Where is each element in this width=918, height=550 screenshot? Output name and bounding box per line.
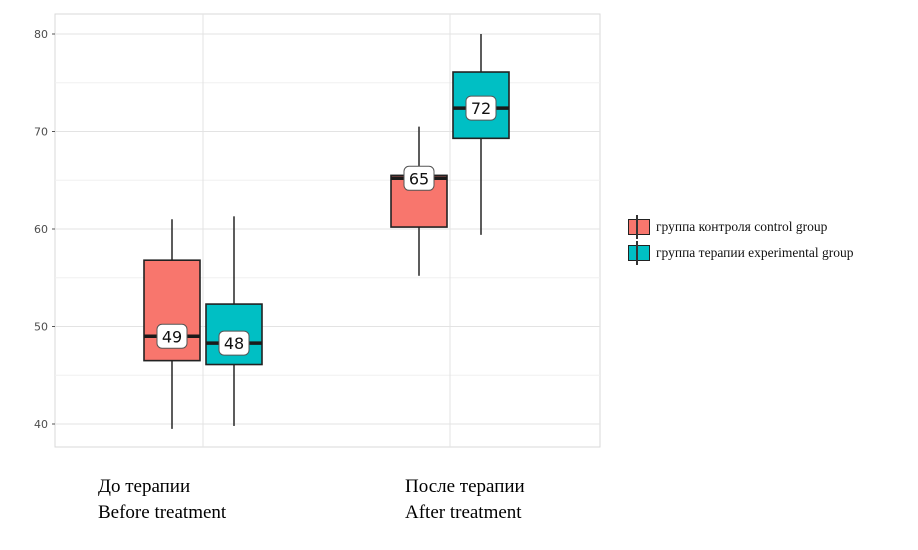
legend-item-experimental: группа терапии experimental group — [628, 240, 854, 266]
box-experimental-before-label-bg — [218, 330, 250, 356]
y-tick-label-60: 60 — [34, 223, 48, 236]
box-control-before-label-bg — [156, 323, 188, 349]
y-tick-label-80: 80 — [34, 28, 48, 41]
x-label-after-ru: После терапии — [405, 476, 525, 497]
x-label-after: После терапии After treatment — [405, 474, 525, 526]
x-label-before-ru: До терапии — [98, 476, 191, 497]
y-tick-label-40: 40 — [34, 418, 48, 431]
legend-key-control — [628, 215, 650, 239]
box-experimental-after-label-bg — [465, 95, 497, 121]
y-axis: 40 50 60 70 80 — [34, 28, 55, 431]
legend-label-experimental: группа терапии experimental group — [656, 245, 854, 260]
box-control-before-median-label: 49 — [162, 327, 182, 346]
legend-label-control: группа контроля control group — [656, 219, 828, 234]
y-tick-label-70: 70 — [34, 126, 48, 139]
box-experimental-after-median-label: 72 — [471, 99, 491, 118]
x-label-after-en: After treatment — [405, 502, 522, 523]
x-label-before-en: Before treatment — [98, 502, 227, 523]
boxes: 49 65 48 72 — [143, 34, 510, 429]
box-control-after-median-label: 65 — [409, 169, 429, 188]
legend: группа контроля control group группа тер… — [628, 214, 854, 266]
legend-item-control: группа контроля control group — [628, 214, 854, 240]
x-label-before: До терапии Before treatment — [98, 474, 226, 526]
box-experimental-before-median-label: 48 — [224, 334, 244, 353]
plot-panel — [54, 13, 601, 448]
legend-key-experimental — [628, 241, 650, 265]
y-tick-label-50: 50 — [34, 321, 48, 334]
box-control-after-label-bg — [403, 165, 435, 191]
